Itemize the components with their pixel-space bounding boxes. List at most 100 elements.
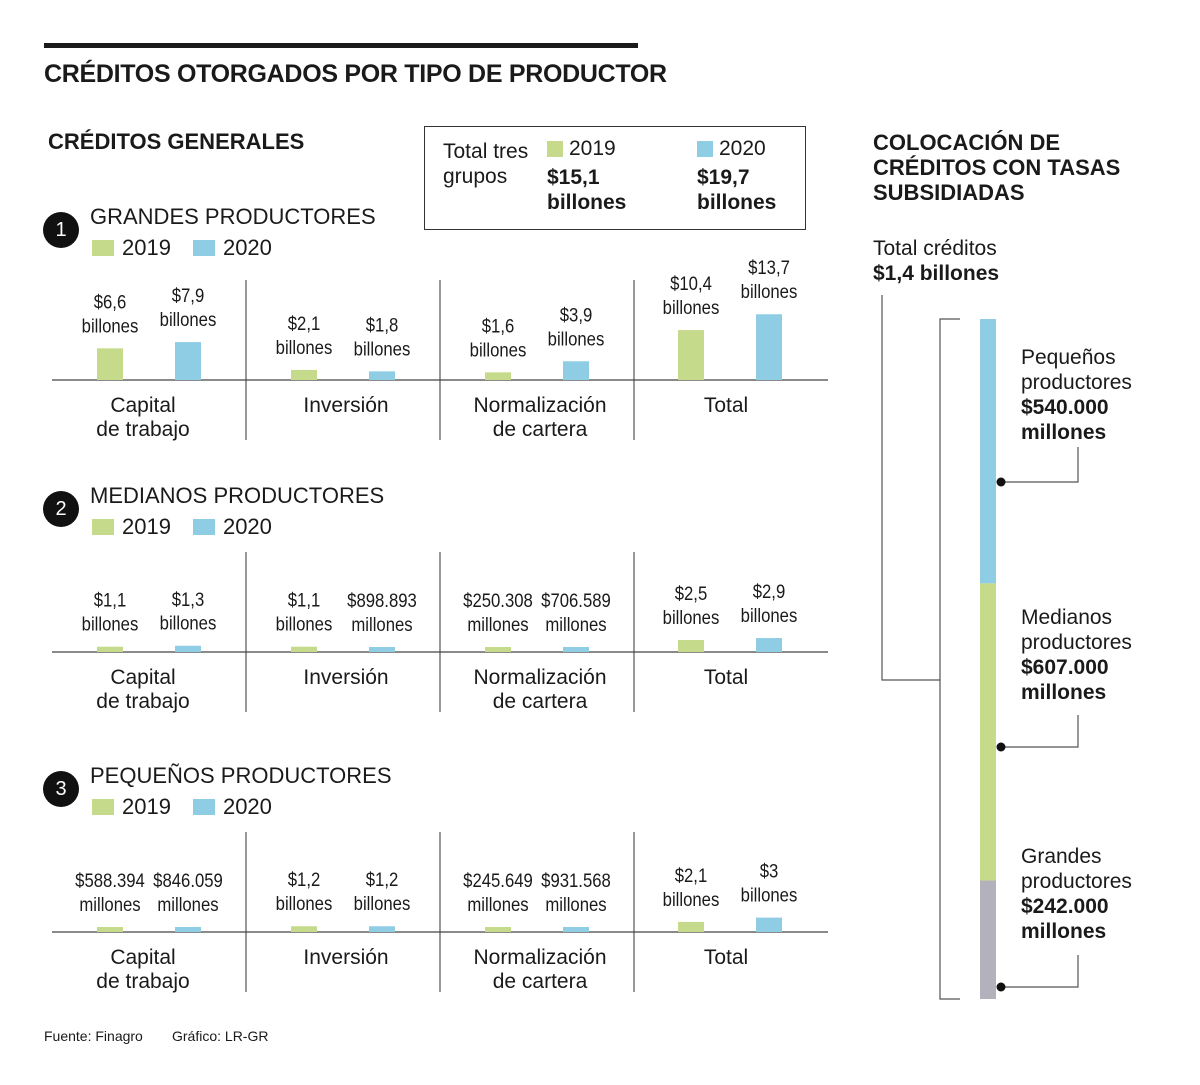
group-title: PEQUEÑOS PRODUCTORES: [90, 763, 392, 788]
bar-2019: [678, 640, 704, 652]
segment-name: Grandes productores: [1021, 845, 1132, 893]
total-connector: [881, 295, 940, 681]
bar-chart-grandes: $6,6 billones $7,9 billones Capital de trabaj…: [52, 257, 828, 441]
group-title: MEDIANOS PRODUCTORES: [90, 483, 385, 508]
bar-2020: [369, 926, 395, 932]
leader-line: [1001, 955, 1079, 988]
category-label: Normalización de cartera: [473, 946, 606, 993]
swatch-2019: [547, 141, 563, 157]
totals-2020-value: $19,7 billones: [697, 166, 777, 214]
bar-2019: [291, 926, 317, 932]
legend-2020: 2020: [222, 514, 272, 539]
group-legend: 2019 2020: [92, 794, 272, 820]
totals-2020-year: 2020: [719, 137, 766, 160]
group-medianos: 2 MEDIANOS PRODUCTORES 2019 2020 $1,1 bil…: [0, 483, 840, 751]
data-label: $3,9 billones: [548, 304, 605, 349]
legend-swatch-2020: [192, 519, 215, 535]
bar-2019: [678, 330, 704, 380]
category-label: Capital de trabajo: [96, 394, 189, 441]
data-label: $1,2 billones: [276, 869, 333, 914]
bar-2019: [485, 927, 511, 932]
segment-name: Pequeños productores: [1021, 346, 1132, 394]
group-legend: 2019 2020: [92, 235, 272, 261]
bar-chart-medianos: $1,1 billones $1,3 billones Capital de trabaj…: [52, 552, 828, 713]
bar-2020: [563, 361, 589, 380]
legend-2019: 2019: [122, 514, 171, 539]
bar-2020: [563, 647, 589, 652]
stacked-bar-subsidized: [881, 295, 1079, 1000]
top-rule: [44, 43, 638, 48]
data-label: $10,4 billones: [663, 273, 720, 318]
data-label: $1,2 billones: [354, 869, 411, 914]
legend-swatch-2019: [92, 519, 114, 535]
segment-label-pequenos: Pequeños productores $540.000 millones: [1021, 345, 1191, 445]
subsidized-title: COLOCACIÓN DE CRÉDITOS CON TASAS SUBSIDI…: [873, 130, 1121, 205]
data-label: $7,9 billones: [160, 285, 217, 330]
legend-swatch-2020: [192, 240, 215, 256]
stack-segment-1: [980, 319, 996, 584]
group-pequenos: 3 PEQUEÑOS PRODUCTORES 2019 2020 $588.39…: [0, 763, 840, 1031]
category-label: Total: [704, 666, 748, 689]
bar-2020: [756, 638, 782, 652]
bar-2019: [291, 646, 317, 652]
stack-segment-3: [980, 880, 996, 999]
stack-segment-2: [980, 583, 996, 881]
data-label: $1,6 billones: [470, 315, 527, 360]
page-title: CRÉDITOS OTORGADOS POR TIPO DE PRODUCTOR: [44, 60, 667, 88]
category-label: Inversión: [303, 666, 388, 689]
data-label: $245.649 millones: [463, 870, 533, 915]
bar-2020: [756, 314, 782, 380]
footer-source: Fuente: Finagro: [44, 1028, 143, 1044]
footer-credit: Gráfico: LR-GR: [172, 1028, 269, 1044]
bar-2020: [175, 342, 201, 380]
bar-2020: [369, 647, 395, 652]
data-label: $588.394 millones: [75, 870, 145, 915]
group-legend: 2019 2020: [92, 514, 272, 540]
leader-dot: [996, 982, 1006, 992]
data-label: $6,6 billones: [82, 291, 139, 336]
category-label: Inversión: [303, 394, 388, 417]
subsidized-total: Total créditos $1,4 billones: [873, 236, 999, 286]
bar-2020: [756, 917, 782, 932]
data-label: $931.568 millones: [541, 870, 611, 915]
totals-2019-value: $15,1 billones: [547, 166, 627, 214]
leader-dot: [996, 742, 1006, 752]
data-label: $250.308 millones: [463, 590, 533, 635]
subsidized-total-label: Total créditos: [873, 237, 997, 260]
totals-2019: 2019 $15,1 billones: [547, 137, 697, 215]
group-title: GRANDES PRODUCTORES: [90, 204, 376, 229]
category-label: Total: [704, 946, 748, 969]
segment-name: Medianos productores: [1021, 606, 1132, 654]
leader-dot: [996, 477, 1006, 487]
bar-chart-pequenos: $588.394 millones$846.059 millones Capital d…: [52, 832, 828, 993]
bracket: [939, 318, 960, 1000]
bar-2019: [485, 647, 511, 652]
category-label: Inversión: [303, 946, 388, 969]
bar-2019: [485, 372, 511, 380]
bar-2019: [97, 927, 123, 932]
legend-2020: 2020: [222, 235, 272, 260]
segment-label-medianos: Medianos productores $607.000 millones: [1021, 605, 1191, 705]
bar-2020: [175, 927, 201, 932]
segment-value: $242.000 millones: [1021, 895, 1109, 943]
data-label: $898.893 millones: [347, 590, 417, 635]
category-label: Total: [704, 394, 748, 417]
legend-swatch-2019: [92, 799, 114, 815]
totals-box: Total tres grupos 2019 $15,1 billones 20…: [424, 126, 806, 230]
subsidized-total-value: $1,4 billones: [873, 262, 1000, 285]
data-label: $846.059 millones: [153, 870, 223, 915]
bar-2019: [97, 646, 123, 652]
data-label: $1,8 billones: [354, 314, 411, 359]
category-label: Capital de trabajo: [96, 666, 189, 713]
segment-label-grandes: Grandes productores $242.000 millones: [1021, 844, 1191, 944]
bar-2019: [97, 348, 123, 380]
bar-2019: [678, 921, 704, 932]
data-label: $2,5 billones: [663, 583, 720, 628]
group-number-badge: 3: [43, 771, 79, 807]
data-label: $2,1 billones: [663, 865, 720, 910]
data-label: $1,1 billones: [276, 590, 333, 635]
group-number-badge: 2: [43, 491, 79, 527]
segment-value: $607.000 millones: [1021, 656, 1109, 704]
totals-2020: 2020 $19,7 billones: [697, 137, 847, 215]
totals-label: Total tres grupos: [443, 140, 529, 188]
